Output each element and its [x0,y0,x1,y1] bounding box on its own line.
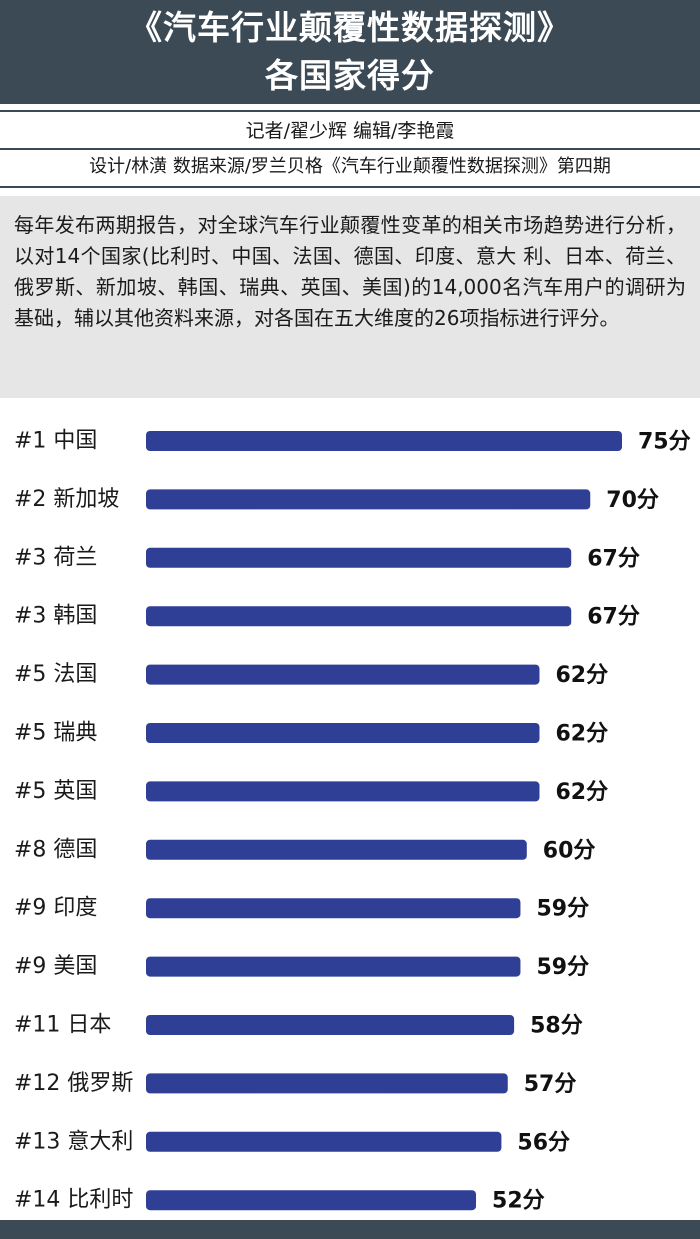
score-value-label: 59分 [536,897,589,922]
category-label: #1 中国 [14,429,97,454]
score-value-label: 62分 [555,722,608,747]
divider-top [0,110,700,112]
score-value-label: 70分 [606,488,659,513]
score-bar [146,1015,515,1035]
footer-bar [0,1220,700,1239]
category-label: #8 德国 [14,837,97,862]
score-value-label: 60分 [543,838,596,863]
score-value-label: 67分 [587,546,640,571]
score-bar [146,898,521,919]
score-value-label: 59分 [536,955,589,980]
score-bar [146,547,572,568]
category-label: #5 英国 [14,779,97,804]
score-bar [146,1190,477,1211]
credits-text: 记者/翟少辉 编辑/李艳霞 [245,120,455,142]
score-bar [146,1131,502,1152]
category-label: #5 法国 [14,662,97,687]
score-value-label: 56分 [517,1130,570,1155]
score-value-label: 75分 [638,430,691,455]
score-bar [146,1073,508,1094]
category-label: #13 意大利 [14,1129,133,1154]
score-bar-chart: #1 中国 75分 #2 新加坡 70分 #3 荷兰 67分 #3 韩国 67分 #5 法国 62… [0,410,700,1215]
category-label: #14 比利时 [14,1188,133,1213]
score-value-label: 52分 [492,1189,545,1214]
category-label: #12 俄罗斯 [14,1071,133,1096]
score-bar [146,431,622,451]
design-source-text: 设计/林潢 数据来源/罗兰贝格《汽车行业颠覆性数据探测》第四期 [89,156,611,177]
score-bar [146,956,521,977]
score-value-label: 62分 [555,663,608,688]
chart-svg: #1 中国 75分 #2 新加坡 70分 #3 荷兰 67分 #3 韩国 67分 #5 法国 62… [14,429,691,1214]
score-value-label: 58分 [530,1014,583,1039]
score-value-label: 67分 [587,605,640,630]
divider-bottom [0,186,700,188]
score-value-label: 57分 [524,1072,577,1097]
score-bar [146,664,540,685]
score-bar [146,723,540,743]
category-label: #3 韩国 [14,604,97,629]
score-bar [146,839,527,860]
intro-paragraph: 每年发布两期报告，对全球汽车行业颠覆性变革的相关市场趋势进行分析，以对14个国家… [0,196,700,398]
score-value-label: 62分 [555,780,608,805]
score-bar [146,489,591,510]
header-banner: 《汽车行业颠覆性数据探测》 各国家得分 [0,0,700,104]
score-bar [146,606,572,627]
page-title-line1: 《汽车行业颠覆性数据探测》 [129,8,571,47]
category-label: #3 荷兰 [14,545,97,570]
category-label: #11 日本 [14,1013,111,1038]
category-label: #9 印度 [14,896,97,921]
category-label: #9 美国 [14,954,97,979]
category-label: #5 瑞典 [14,721,97,746]
divider-middle [0,148,700,150]
score-bar [146,781,540,802]
category-label: #2 新加坡 [14,487,119,512]
page-title-line2: 各国家得分 [265,56,435,95]
